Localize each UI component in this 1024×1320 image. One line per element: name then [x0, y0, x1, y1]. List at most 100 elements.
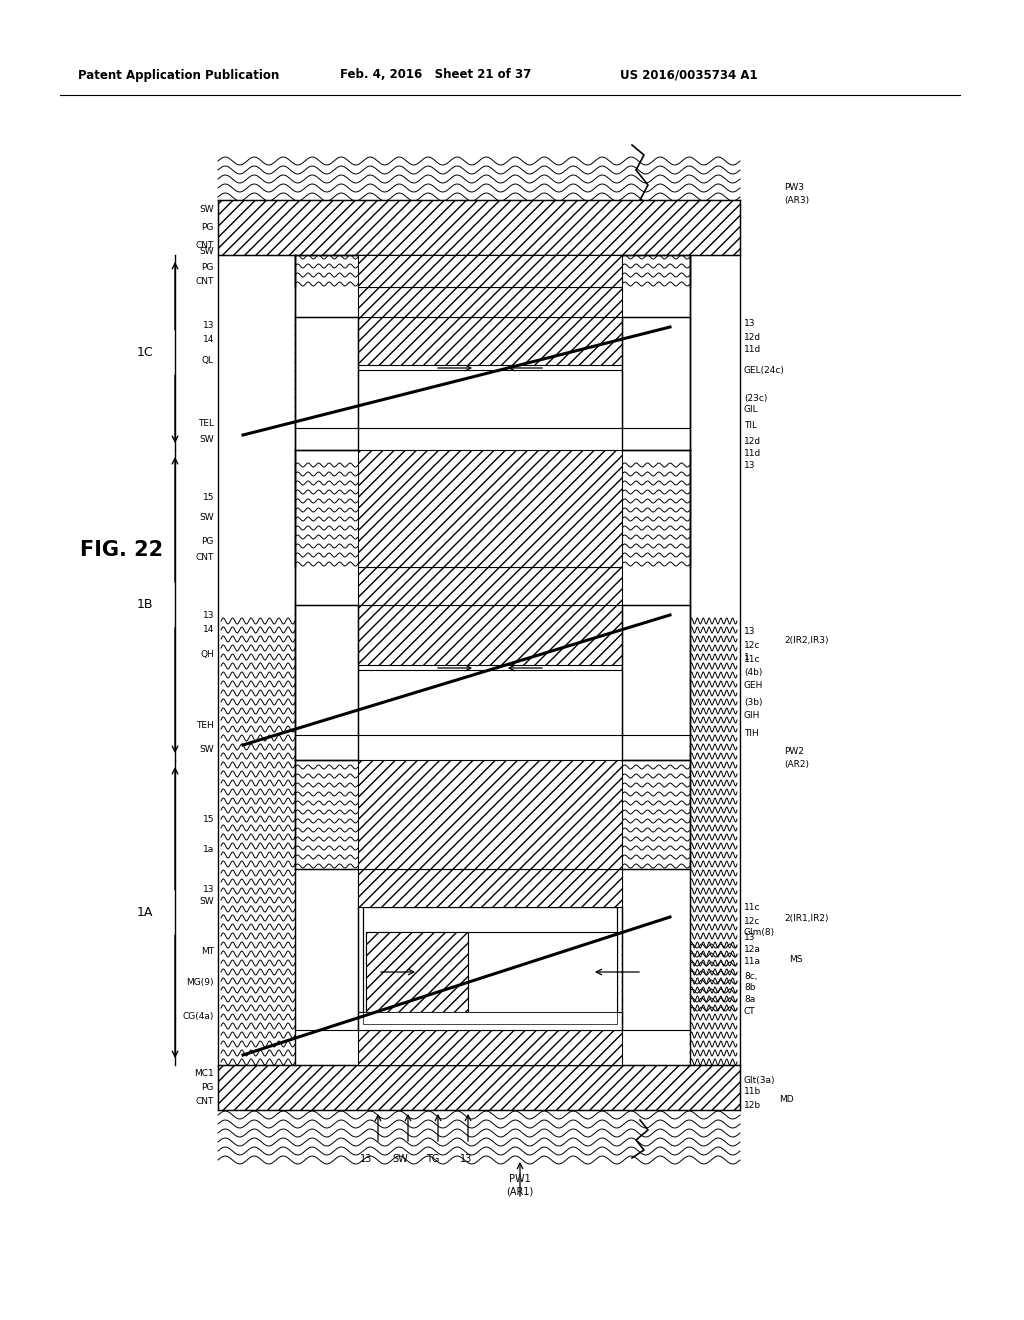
Text: PW3: PW3: [784, 183, 804, 193]
Text: US 2016/0035734 A1: US 2016/0035734 A1: [620, 69, 758, 82]
Text: MG(9): MG(9): [186, 978, 214, 986]
Text: 13: 13: [744, 318, 756, 327]
Text: TEH: TEH: [197, 721, 214, 730]
Bar: [218, 1065, 740, 1110]
Text: CG(4a): CG(4a): [182, 1012, 214, 1022]
Text: 11c: 11c: [744, 903, 761, 912]
Bar: [295, 605, 358, 735]
Text: 13: 13: [460, 1154, 472, 1164]
Text: MT: MT: [201, 948, 214, 957]
Text: PG: PG: [202, 263, 214, 272]
Text: 15: 15: [203, 814, 214, 824]
Text: CNT: CNT: [196, 1097, 214, 1106]
Text: (AR2): (AR2): [784, 760, 809, 770]
Bar: [358, 317, 622, 366]
Text: GIL: GIL: [744, 405, 759, 414]
Bar: [366, 932, 468, 1012]
Text: QL: QL: [202, 355, 214, 364]
Text: SW: SW: [200, 436, 214, 445]
Bar: [295, 869, 358, 1030]
Bar: [468, 932, 617, 1012]
Text: 1C: 1C: [136, 346, 153, 359]
Text: 12b: 12b: [744, 1101, 761, 1110]
Bar: [358, 869, 622, 907]
Bar: [622, 317, 690, 428]
Text: GIH: GIH: [744, 710, 761, 719]
Bar: [358, 255, 622, 286]
Bar: [358, 450, 622, 568]
Text: CNT: CNT: [196, 553, 214, 561]
Text: SW: SW: [200, 206, 214, 214]
Text: Glt(3a): Glt(3a): [744, 1076, 775, 1085]
Text: FIG. 22: FIG. 22: [80, 540, 163, 560]
Text: 14: 14: [203, 335, 214, 345]
Text: 1a: 1a: [203, 845, 214, 854]
Text: QH: QH: [201, 651, 214, 660]
Text: CNT: CNT: [196, 277, 214, 286]
Text: PG: PG: [202, 223, 214, 231]
Text: 11d: 11d: [744, 346, 761, 355]
Bar: [358, 760, 622, 869]
Bar: [358, 1030, 622, 1065]
Text: PG: PG: [202, 1084, 214, 1093]
Text: PG: PG: [202, 537, 214, 546]
Text: GEL(24c): GEL(24c): [744, 366, 784, 375]
Text: 12d: 12d: [744, 437, 761, 446]
Bar: [358, 568, 622, 605]
Text: Feb. 4, 2016   Sheet 21 of 37: Feb. 4, 2016 Sheet 21 of 37: [340, 69, 531, 82]
Text: Glm(8): Glm(8): [744, 928, 775, 936]
Bar: [358, 605, 622, 665]
Text: 14: 14: [203, 626, 214, 635]
Text: MC1: MC1: [195, 1069, 214, 1078]
Text: 13: 13: [744, 462, 756, 470]
Bar: [366, 932, 468, 1012]
Text: TG: TG: [426, 1154, 439, 1164]
Bar: [358, 671, 622, 735]
Bar: [218, 201, 740, 255]
Text: CNT: CNT: [196, 240, 214, 249]
Text: 12c: 12c: [744, 917, 761, 927]
Text: 8b: 8b: [744, 983, 756, 993]
Text: 13: 13: [744, 627, 756, 635]
Text: (4b): (4b): [744, 668, 763, 677]
Text: (3b): (3b): [744, 698, 763, 708]
Text: 1: 1: [744, 652, 750, 661]
Text: 15: 15: [203, 492, 214, 502]
Text: TIH: TIH: [744, 729, 759, 738]
Text: 2(IR2,IR3): 2(IR2,IR3): [784, 635, 828, 644]
Text: 13: 13: [203, 321, 214, 330]
Bar: [622, 605, 690, 735]
Text: 1B: 1B: [136, 598, 153, 611]
Bar: [358, 370, 622, 428]
Text: 12c: 12c: [744, 640, 761, 649]
Text: 13: 13: [203, 610, 214, 619]
Text: SW: SW: [200, 898, 214, 907]
Text: 8a: 8a: [744, 995, 756, 1005]
Bar: [622, 869, 690, 1030]
Bar: [362, 907, 617, 1012]
Text: 8c,: 8c,: [744, 972, 758, 981]
Text: GEH: GEH: [744, 681, 763, 689]
Text: 11a: 11a: [744, 957, 761, 966]
Bar: [358, 1012, 622, 1030]
Text: 2(IR1,IR2): 2(IR1,IR2): [784, 915, 828, 924]
Text: 13: 13: [744, 932, 756, 941]
Text: MS: MS: [790, 956, 803, 965]
Bar: [362, 1012, 617, 1024]
Text: TIL: TIL: [744, 421, 757, 430]
Bar: [362, 907, 617, 1012]
Text: SW: SW: [200, 248, 214, 256]
Text: Patent Application Publication: Patent Application Publication: [78, 69, 280, 82]
Text: SW: SW: [200, 512, 214, 521]
Bar: [295, 317, 358, 428]
Text: (AR1): (AR1): [507, 1187, 534, 1197]
Bar: [358, 286, 622, 317]
Text: 1A: 1A: [136, 906, 153, 919]
Text: TEL: TEL: [198, 418, 214, 428]
Text: 12d: 12d: [744, 333, 761, 342]
Text: PW1: PW1: [509, 1173, 530, 1184]
Text: MD: MD: [779, 1096, 794, 1105]
Text: PW2: PW2: [784, 747, 804, 756]
Text: (AR3): (AR3): [784, 197, 809, 206]
Text: SW: SW: [200, 746, 214, 755]
